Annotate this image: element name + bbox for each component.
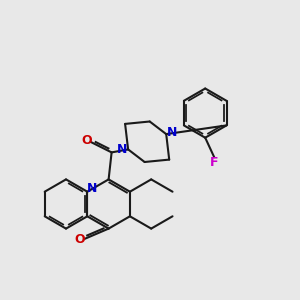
Text: O: O [74, 233, 85, 246]
Text: F: F [210, 156, 218, 169]
Text: N: N [167, 126, 177, 139]
Text: N: N [87, 182, 97, 195]
Text: O: O [82, 134, 92, 147]
Text: N: N [117, 143, 127, 156]
